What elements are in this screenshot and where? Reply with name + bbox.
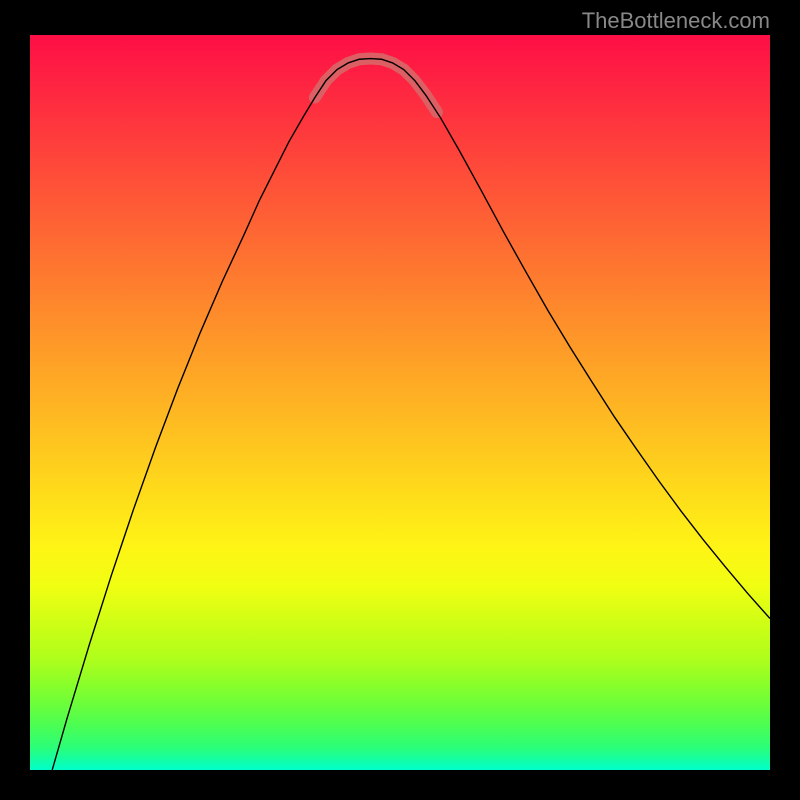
bottleneck-chart: TheBottleneck.com: [0, 0, 800, 800]
bottleneck-curve: [52, 59, 770, 770]
watermark-text: TheBottleneck.com: [582, 8, 770, 34]
plot-area: [30, 35, 770, 770]
curve-layer: [30, 35, 770, 770]
